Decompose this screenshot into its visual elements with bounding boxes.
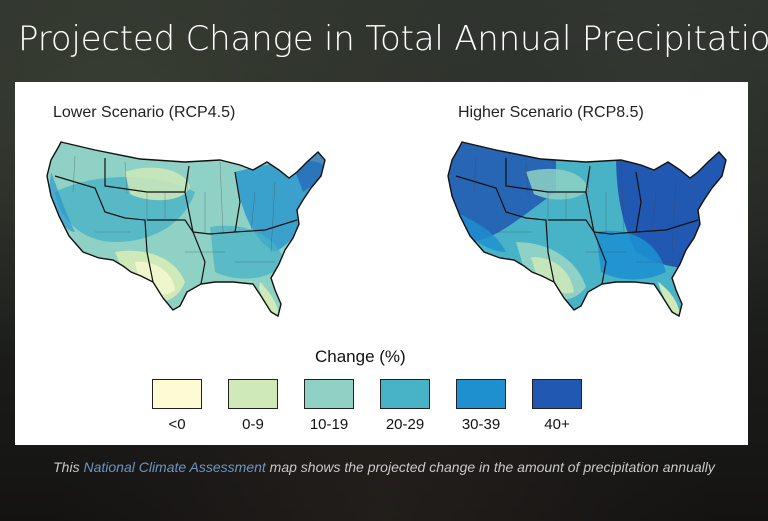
nca-link[interactable]: National Climate Assessment — [83, 459, 266, 475]
legend-label: 20-29 — [385, 416, 425, 433]
legend-swatch-10-19 — [304, 379, 354, 409]
legend-swatch-0-9 — [228, 379, 278, 409]
region-boundaries-higher — [455, 158, 699, 285]
figure-panel: Lower Scenario (RCP4.5) Higher Scenario … — [15, 82, 748, 445]
legend-swatch-20-29 — [380, 379, 430, 409]
higher-scenario-map — [447, 141, 727, 318]
us-outline-lower — [46, 141, 326, 318]
us-outline-higher — [447, 141, 727, 318]
lower-scenario-title: Lower Scenario (RCP4.5) — [53, 104, 236, 121]
caption: This National Climate Assessment map sho… — [30, 456, 738, 478]
page-title: Projected Change in Total Annual Precipi… — [18, 19, 768, 59]
state-lines-lower — [72, 155, 276, 263]
caption-prefix: This — [53, 459, 84, 475]
legend-label: 40+ — [544, 416, 570, 433]
lower-scenario-map — [46, 141, 326, 318]
legend-label: <0 — [168, 416, 186, 433]
legend-label: 10-19 — [309, 416, 349, 433]
state-lines-higher — [473, 155, 677, 263]
legend-swatch-40plus — [532, 379, 582, 409]
legend-swatch-30-39 — [456, 379, 506, 409]
legend-title: Change (%) — [315, 347, 406, 366]
legend-label: 0-9 — [242, 416, 264, 433]
legend-label: 30-39 — [461, 416, 501, 433]
caption-suffix: map shows the projected change in the am… — [265, 459, 715, 475]
legend: <0 0-9 10-19 20-29 30-39 40+ — [152, 379, 592, 439]
higher-scenario-title: Higher Scenario (RCP8.5) — [458, 104, 644, 121]
legend-swatch-lt0 — [152, 379, 202, 409]
